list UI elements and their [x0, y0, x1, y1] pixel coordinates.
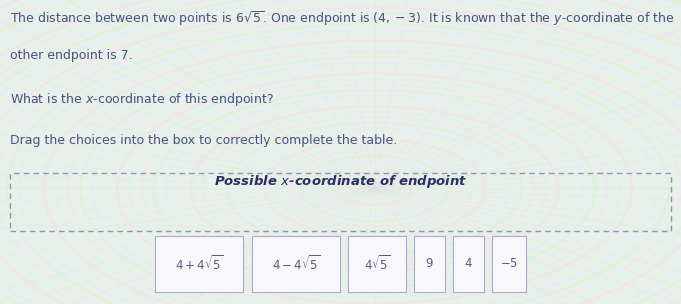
- Text: $4$: $4$: [464, 257, 473, 270]
- Text: other endpoint is 7.: other endpoint is 7.: [10, 49, 133, 62]
- Text: What is the $x$-coordinate of this endpoint?: What is the $x$-coordinate of this endpo…: [10, 91, 274, 108]
- Text: $4-4\sqrt{5}$: $4-4\sqrt{5}$: [272, 254, 320, 273]
- Text: Drag the choices into the box to correctly complete the table.: Drag the choices into the box to correct…: [10, 134, 398, 147]
- Text: $4\sqrt{5}$: $4\sqrt{5}$: [364, 254, 391, 273]
- FancyBboxPatch shape: [155, 236, 244, 292]
- Text: $4+4\sqrt{5}$: $4+4\sqrt{5}$: [175, 254, 223, 273]
- FancyBboxPatch shape: [349, 236, 406, 292]
- FancyBboxPatch shape: [492, 236, 526, 292]
- Text: $-5$: $-5$: [500, 257, 518, 270]
- FancyBboxPatch shape: [453, 236, 484, 292]
- FancyBboxPatch shape: [414, 236, 445, 292]
- Text: The distance between two points is $6\sqrt{5}$. One endpoint is $(4, -3)$. It is: The distance between two points is $6\sq…: [10, 9, 675, 28]
- FancyBboxPatch shape: [252, 236, 340, 292]
- Text: $9$: $9$: [426, 257, 434, 270]
- Text: Possible $x$-coordinate of endpoint: Possible $x$-coordinate of endpoint: [214, 173, 467, 190]
